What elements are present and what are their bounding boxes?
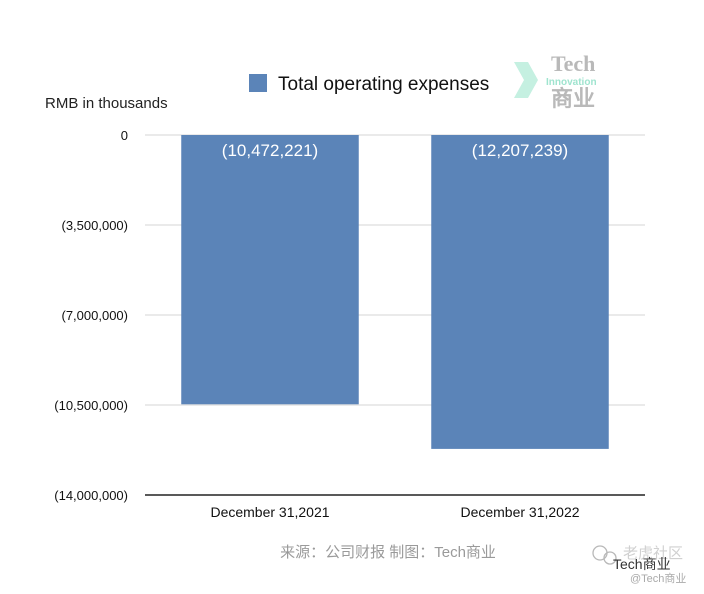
x-tick-labels: December 31,2021 December 31,2022 bbox=[210, 504, 579, 520]
logo-line3: 商业 bbox=[551, 86, 595, 111]
y-tick-labels: 0 (3,500,000) (7,000,000) (10,500,000) (14,0… bbox=[54, 128, 128, 503]
bars bbox=[181, 135, 609, 449]
bar-1 bbox=[181, 135, 359, 405]
x-tick-label: December 31,2021 bbox=[210, 504, 329, 520]
wechat-icon-bubble bbox=[603, 551, 617, 565]
y-tick-label: 0 bbox=[121, 128, 128, 143]
logo-line1: Tech bbox=[551, 51, 595, 76]
watermark-community: 老虎社区 bbox=[623, 545, 683, 562]
watermark-handle: @Tech商业 bbox=[630, 571, 686, 585]
legend: Total operating expenses bbox=[249, 74, 489, 95]
watermark-channel: Tech商业 bbox=[613, 556, 671, 572]
y-tick-label: (14,000,000) bbox=[54, 488, 128, 503]
data-label: (12,207,239) bbox=[472, 141, 568, 160]
wechat-icon bbox=[592, 545, 608, 561]
legend-label: Total operating expenses bbox=[278, 74, 489, 95]
x-tick-label: December 31,2022 bbox=[460, 504, 579, 520]
logo-line2: Innovation bbox=[546, 77, 597, 88]
y-axis-label: RMB in thousands bbox=[45, 95, 168, 112]
bar-2 bbox=[431, 135, 609, 449]
data-label: (10,472,221) bbox=[222, 141, 318, 160]
watermark: 老虎社区 Tech商业 @Tech商业 bbox=[592, 545, 686, 585]
y-tick-label: (10,500,000) bbox=[54, 398, 128, 413]
legend-swatch bbox=[249, 74, 267, 92]
y-tick-label: (7,000,000) bbox=[62, 308, 129, 323]
tech-innovation-logo: Tech Innovation 商业 bbox=[514, 51, 597, 111]
y-tick-label: (3,500,000) bbox=[62, 218, 129, 233]
source-text: 来源：公司财报 制图：Tech商业 bbox=[280, 544, 496, 561]
data-labels: (10,472,221) (12,207,239) bbox=[222, 141, 568, 160]
